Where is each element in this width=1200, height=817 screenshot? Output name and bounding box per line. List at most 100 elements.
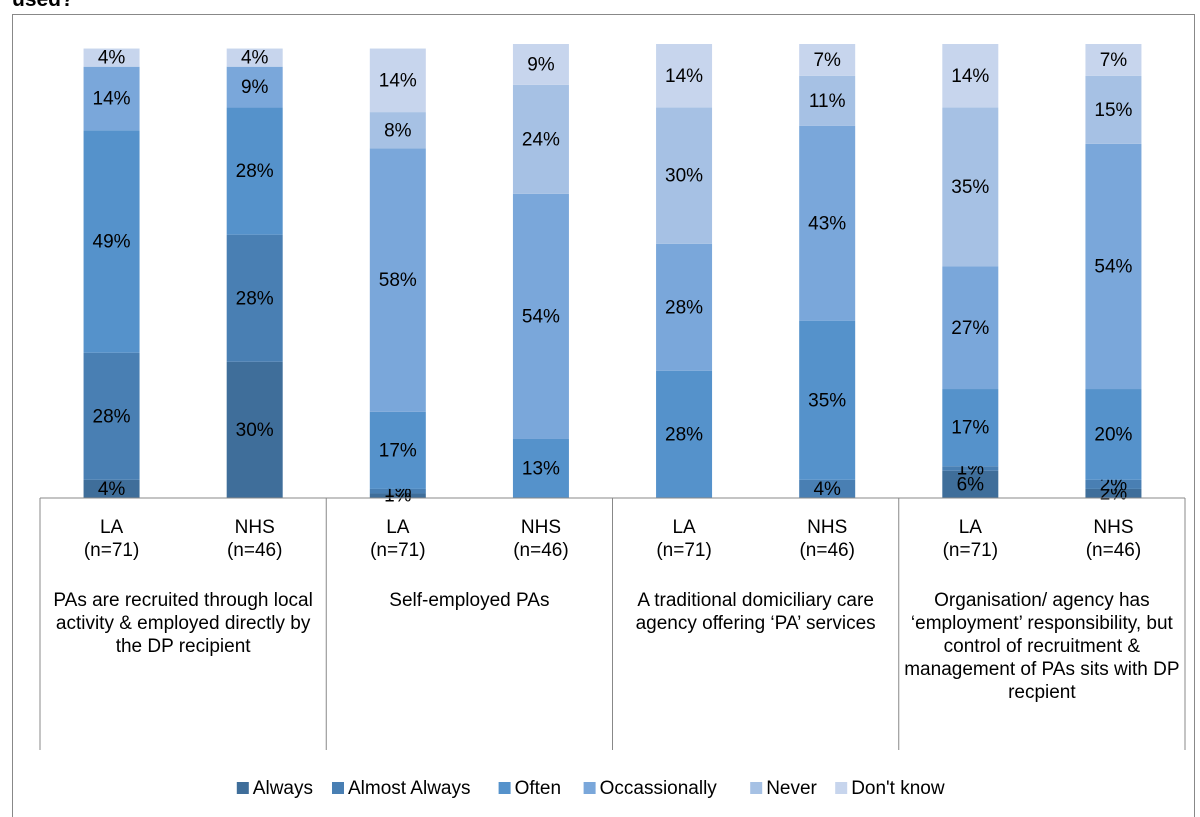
bar-segment [226, 361, 283, 498]
bar-segment [942, 466, 999, 471]
legend-label: Never [766, 778, 817, 799]
data-label: 14% [379, 70, 417, 91]
bar-segment [512, 193, 569, 439]
data-label: 4% [98, 479, 126, 500]
bar-segment [369, 148, 426, 412]
bar-segment [226, 234, 283, 362]
bar-segment [512, 84, 569, 194]
data-label: 7% [1100, 50, 1128, 71]
data-label: 9% [241, 77, 269, 98]
bar-segment [942, 107, 999, 267]
bar-segment [1085, 488, 1142, 498]
x-tick-label: LA (n=71) [370, 517, 426, 561]
bar-segment [1085, 389, 1142, 480]
data-label: 17% [379, 440, 417, 461]
data-label: 4% [98, 48, 126, 69]
bar-segment [369, 488, 426, 494]
x-tick-label: LA (n=71) [83, 517, 140, 561]
data-label: 13% [522, 459, 560, 480]
bar-segment [656, 107, 713, 244]
data-label: 8% [384, 120, 412, 141]
legend-swatch [236, 782, 249, 794]
group-label: Self-employed PAs [389, 590, 550, 611]
bar-segment [83, 66, 140, 131]
bar-segment [1085, 143, 1142, 390]
legend-label: Almost Always [348, 778, 470, 799]
legend-swatch [332, 782, 344, 794]
data-label: 20% [1094, 424, 1132, 445]
bar-segment [226, 48, 283, 67]
bar-segment [369, 48, 426, 113]
bar-segment [942, 266, 999, 390]
bar-segment [799, 320, 856, 480]
legend-swatch [750, 782, 763, 794]
bar-segment [799, 75, 856, 126]
bar-segment [83, 130, 140, 353]
data-label: 54% [522, 306, 560, 327]
legend-swatch [498, 782, 511, 794]
bar-segment [512, 44, 569, 85]
bar-segment [369, 411, 426, 489]
data-label: 11% [809, 91, 846, 112]
bar-segment [83, 48, 140, 67]
bar-segment [369, 493, 426, 498]
group-label: Organisation/ agency has ‘employment’ re… [904, 590, 1180, 703]
bar-segment [1085, 75, 1142, 144]
legend-label: Occassionally [600, 778, 718, 799]
x-tick-label: NHS (n=46) [513, 517, 569, 561]
bar-segment [942, 389, 999, 467]
data-label: 24% [522, 129, 560, 150]
bar-segment [1085, 44, 1142, 76]
bar-segment [799, 125, 856, 321]
data-label: 15% [1094, 100, 1132, 121]
data-label: 35% [951, 177, 989, 198]
chart-frame [12, 14, 1195, 817]
bar-segment [83, 352, 140, 480]
data-label: 28% [665, 297, 703, 318]
data-label: 14% [93, 88, 131, 109]
data-label: 9% [527, 54, 555, 75]
data-label: 14% [665, 66, 703, 87]
bar-segment [656, 44, 713, 108]
bar-segment [942, 470, 999, 498]
data-label: 6% [957, 474, 985, 495]
x-tick-label: NHS (n=46) [799, 517, 855, 561]
data-label: 35% [808, 390, 846, 411]
legend-label: Often [515, 778, 561, 799]
data-label: 14% [951, 66, 989, 87]
group-label: A traditional domiciliary care agency of… [635, 590, 876, 634]
bar-segment [942, 44, 999, 108]
data-label: 30% [665, 166, 703, 187]
x-tick-label: LA (n=71) [656, 517, 712, 561]
bar-segment [226, 107, 283, 235]
legend-label: Always [253, 778, 313, 799]
data-label: 28% [236, 288, 274, 309]
data-label: 54% [1094, 256, 1132, 277]
group-label: PAs are recruited through local activity… [53, 590, 313, 657]
data-label: 27% [951, 318, 989, 339]
data-label: 17% [951, 418, 989, 439]
data-label: 49% [93, 232, 131, 253]
data-label: 28% [665, 424, 703, 445]
data-label: 4% [241, 48, 269, 69]
legend-label: Don't know [851, 778, 945, 799]
bar-segment [1085, 479, 1142, 489]
data-label: 58% [379, 270, 417, 291]
bar-segment [799, 44, 856, 76]
bar-segment [226, 66, 283, 108]
bar-segment [656, 370, 713, 498]
legend-swatch [835, 782, 848, 794]
bar-segment [83, 479, 140, 498]
x-tick-label: NHS (n=46) [226, 517, 283, 561]
x-tick-label: LA (n=71) [942, 517, 999, 561]
bar-segment [656, 243, 713, 371]
bar-segment [512, 438, 569, 498]
data-label: 4% [813, 479, 841, 500]
bar-segment [799, 479, 856, 498]
chart-title: used? [12, 0, 74, 12]
legend-swatch [583, 782, 596, 794]
data-label: 28% [93, 406, 131, 427]
data-label: 28% [236, 161, 274, 182]
